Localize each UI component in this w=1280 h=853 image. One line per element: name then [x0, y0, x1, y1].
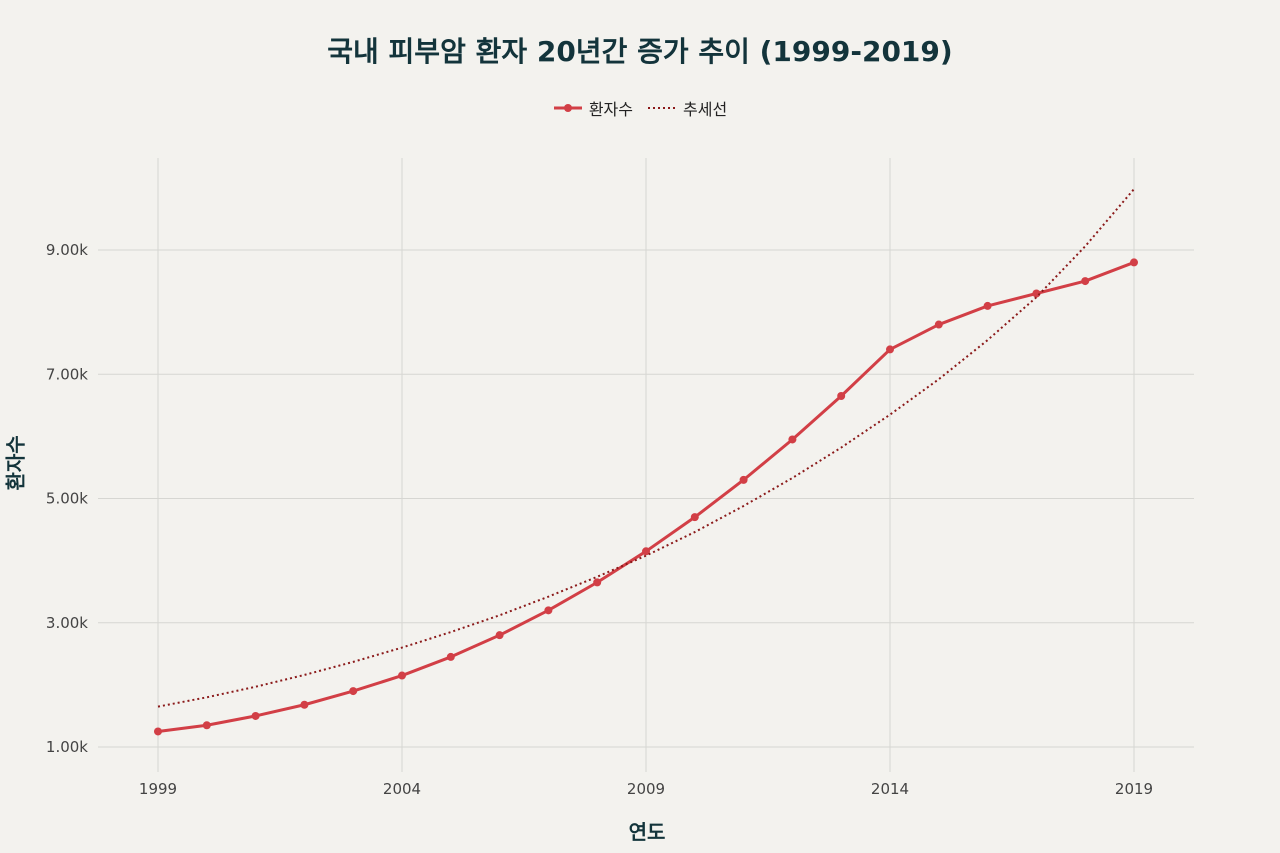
y-tick-label: 9.00k — [46, 241, 88, 259]
patients-point — [446, 652, 455, 661]
patients-point — [544, 606, 553, 615]
patients-point — [1081, 277, 1090, 286]
patients-point — [983, 301, 992, 310]
patients-point — [398, 671, 406, 680]
patients-point — [739, 475, 748, 484]
chart-legend: 환자수 추세선 — [0, 96, 1280, 120]
y-axis-title: 환자수 — [3, 435, 28, 491]
legend-item-trend[interactable]: 추세선 — [647, 96, 727, 120]
legend-label-patients: 환자수 — [588, 100, 633, 119]
x-tick-label: 1999 — [139, 780, 177, 798]
patients-point — [154, 727, 162, 736]
legend-label-trend: 추세선 — [683, 100, 728, 119]
patients-point — [251, 711, 260, 720]
patients-point — [886, 345, 894, 354]
axis-tick-labels: 1.00k 3.00k 5.00k 7.00k 9.00k 1999 2004 2009 201… — [46, 241, 1153, 798]
x-tick-label: 2014 — [871, 780, 909, 798]
trend-line — [157, 188, 1135, 708]
chart-title: 국내 피부암 환자 20년간 증가 추이 (1999-2019) — [327, 35, 953, 68]
patients-point — [690, 513, 699, 522]
patients-point — [837, 391, 846, 400]
x-tick-label: 2004 — [383, 780, 421, 798]
y-tick-label: 7.00k — [46, 365, 88, 383]
patients-point — [349, 687, 358, 696]
patients-point — [593, 578, 602, 587]
patients-point — [495, 631, 504, 640]
legend-line-marker-icon — [553, 104, 582, 112]
patients-point — [202, 721, 211, 730]
x-tick-label: 2019 — [1115, 780, 1153, 798]
patients-point — [300, 700, 309, 709]
x-axis-title: 연도 — [628, 820, 666, 844]
y-tick-label: 1.00k — [46, 738, 88, 756]
patients-point — [788, 435, 797, 444]
patients-point — [642, 547, 650, 556]
patients-point — [1130, 258, 1138, 267]
legend-item-patients[interactable]: 환자수 — [553, 96, 633, 120]
series-layer — [154, 188, 1138, 736]
y-tick-label: 5.00k — [46, 490, 88, 508]
patients-point — [934, 320, 943, 329]
grid-layer — [98, 158, 1194, 772]
x-tick-label: 2009 — [627, 780, 665, 798]
y-tick-label: 3.00k — [46, 614, 88, 632]
patients-point — [1032, 289, 1041, 298]
